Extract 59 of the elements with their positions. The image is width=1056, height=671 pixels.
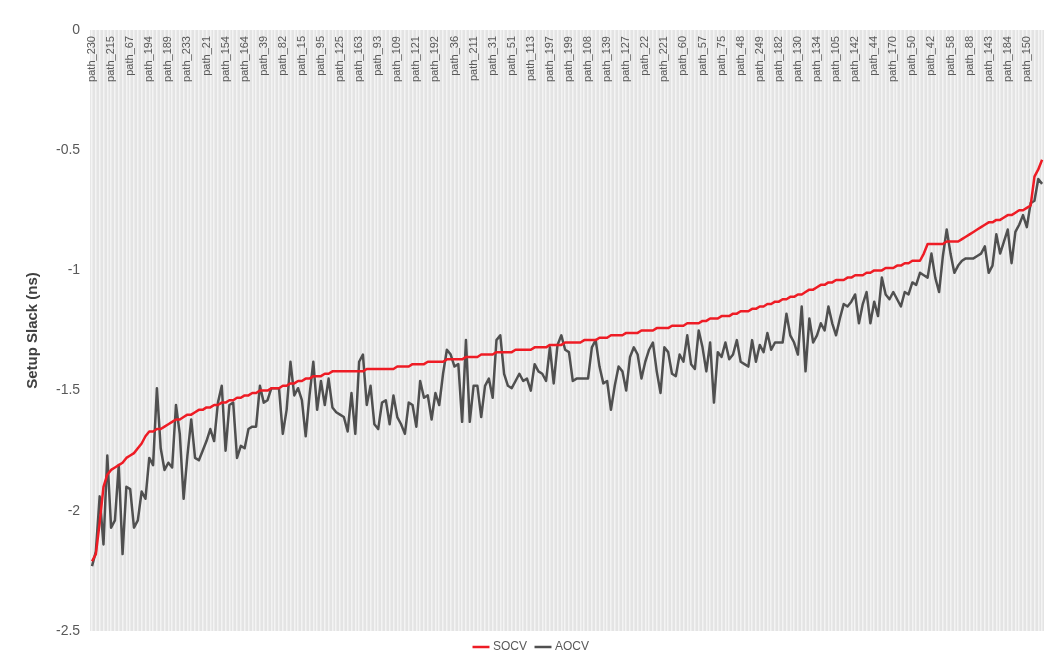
legend-label: AOCV [555,639,590,654]
x-tick-label: path_143 [981,36,994,82]
x-tick-label: path_189 [161,36,174,82]
x-tick-label: path_127 [619,36,632,82]
x-tick-label: path_121 [409,36,422,82]
x-tick-label: path_134 [810,36,823,82]
x-tick-label: path_182 [771,36,784,82]
x-tick-label: path_67 [123,36,136,76]
x-tick-label: path_50 [905,36,918,76]
x-tick-label: path_22 [638,36,651,76]
x-tick-label: path_142 [848,36,861,82]
y-tick-label: -2 [67,501,81,518]
x-tick-label: path_199 [562,36,574,82]
x-tick-label: path_36 [447,36,460,76]
x-tick-label: path_48 [733,36,746,76]
x-tick-label: path_15 [294,36,307,76]
x-tick-label: path_57 [695,36,708,76]
x-tick-label: path_31 [485,36,498,76]
x-tick-label: path_230 [85,36,98,82]
x-tick-label: path_197 [542,36,555,82]
x-tick-label: path_221 [657,36,670,82]
x-tick-label: path_105 [829,36,842,82]
y-tick-label: -2.5 [56,621,81,638]
x-tick-label: path_60 [676,36,689,76]
y-tick-label: 0 [72,20,81,37]
x-tick-label: path_109 [390,36,403,82]
x-tick-label: path_44 [867,36,880,76]
x-tick-label: path_39 [256,36,269,76]
y-tick-label: -0.5 [56,141,81,158]
x-tick-label: path_95 [313,36,326,76]
x-tick-label: path_58 [943,36,956,76]
y-tick-label: -1 [67,261,81,278]
y-tick-label: -1.5 [56,381,81,398]
x-tick-label: path_249 [752,36,765,82]
x-tick-label: path_130 [790,36,803,82]
x-tick-label: path_233 [180,36,193,82]
x-tick-label: path_108 [581,36,594,82]
x-tick-label: path_170 [886,36,899,82]
x-tick-label: path_75 [714,36,727,76]
x-tick-label: path_139 [600,36,613,82]
x-tick-label: path_51 [504,36,517,76]
y-axis-title: Setup Slack (ns) [23,272,41,389]
x-tick-label: path_164 [237,36,250,82]
x-tick-label: path_42 [924,36,937,76]
x-tick-label: path_163 [352,36,365,82]
x-tick-label: path_93 [371,36,384,76]
x-tick-label: path_154 [218,36,231,82]
x-tick-label: path_82 [275,36,288,76]
x-tick-label: path_194 [142,36,155,82]
x-tick-label: path_211 [466,36,479,82]
x-tick-label: path_21 [199,36,212,76]
x-tick-label: path_88 [962,36,975,76]
x-tick-label: path_150 [1019,36,1032,82]
x-tick-label: path_125 [333,36,346,82]
x-tick-label: path_192 [428,36,441,82]
legend-label: SOCV [492,639,528,654]
x-tick-label: path_113 [523,36,536,82]
x-tick-label: path_215 [104,36,117,82]
x-tick-label: path_184 [1000,36,1013,82]
